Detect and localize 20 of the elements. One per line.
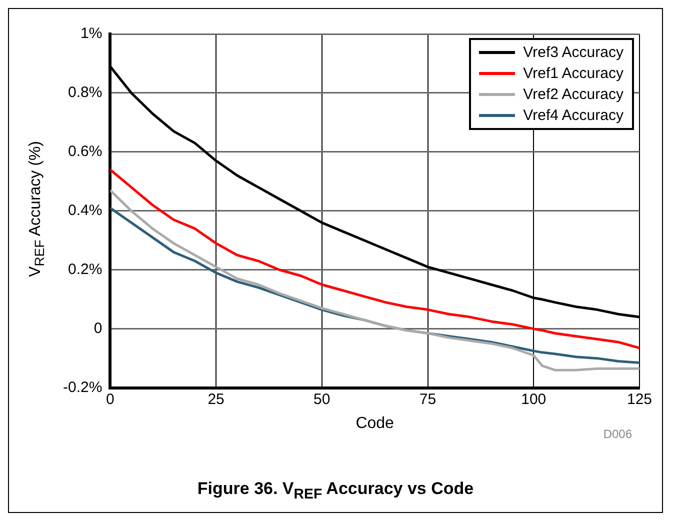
legend-label: Vref4 Accuracy	[523, 106, 624, 126]
legend-label: Vref3 Accuracy	[523, 43, 624, 63]
x-tick-label: 0	[106, 390, 114, 408]
x-tick-label: 25	[208, 390, 224, 408]
y-tick-label: 1%	[80, 25, 102, 42]
x-tick-label: 50	[314, 390, 330, 408]
text: D006	[603, 427, 632, 441]
x-axis-title: Code	[356, 414, 394, 432]
y-tick-label: 0	[94, 320, 102, 337]
x-tick-label: 125	[626, 390, 652, 408]
x-tick-label: 100	[521, 390, 546, 408]
text: Figure 36. V$_{REF}$ Accuracy vs Code	[196, 479, 475, 502]
legend-label: Vref2 Accuracy	[523, 85, 624, 105]
y-tick-label: 0.4%	[68, 202, 102, 220]
x-tick-label: 75	[419, 390, 436, 408]
y-tick-label: 0.8%	[68, 84, 102, 102]
y-tick-label: -0.2%	[62, 378, 102, 396]
y-tick-label: 0.2%	[68, 261, 102, 278]
legend-label: Vref1 Accuracy	[523, 64, 624, 84]
y-tick-label: 0.6%	[68, 143, 102, 160]
